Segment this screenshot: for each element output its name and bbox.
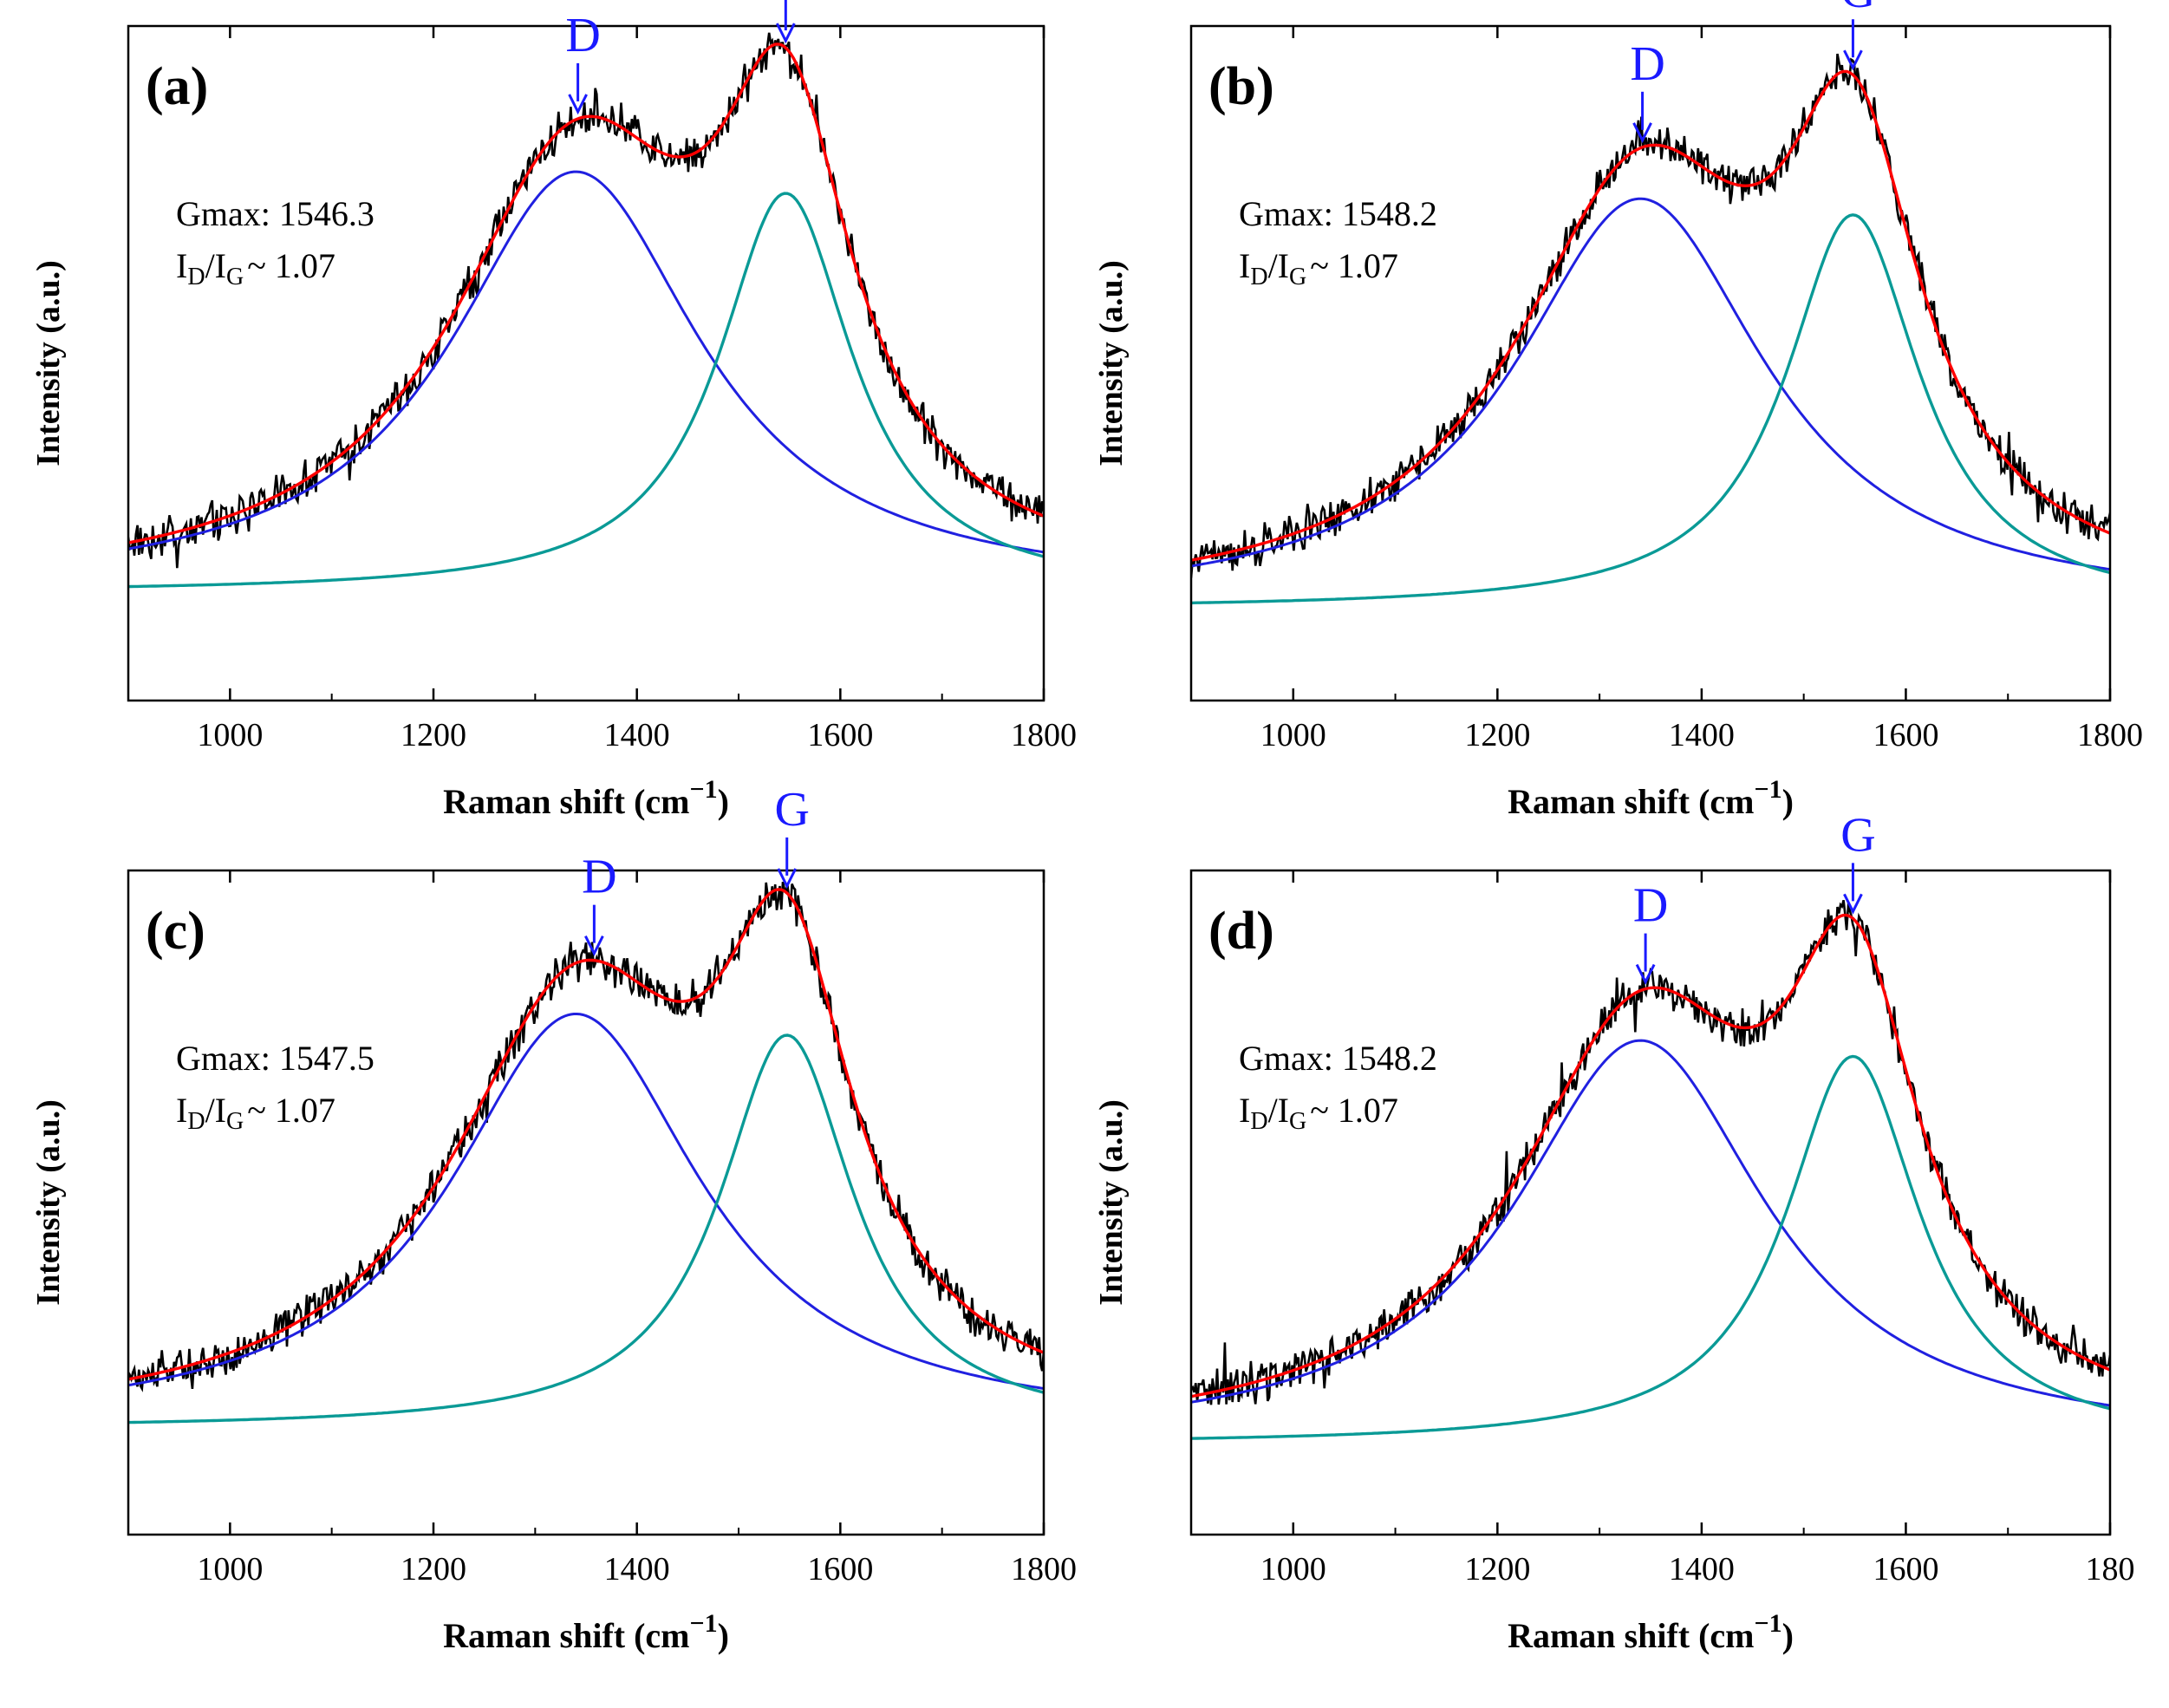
x-axis-label: Raman shift (cm−1) — [1508, 775, 1794, 821]
panel-d: 1000 1200 1400 1600 180 Raman shift (cm−1) Int… — [1093, 808, 2135, 1655]
gmax-annotation: Gmax: 1546.3 — [176, 194, 375, 233]
cumulative-fit-line — [128, 42, 1044, 544]
d-band-fit-line — [128, 1013, 1044, 1390]
x-tick-label: 180 — [2086, 1551, 2135, 1587]
gmax-annotation: Gmax: 1548.2 — [1239, 194, 1437, 233]
cumulative-fit-line — [128, 888, 1044, 1381]
x-tick-label: 1000 — [197, 1551, 263, 1587]
raw-spectrum-line — [1191, 53, 2110, 578]
plot-frame — [127, 869, 1045, 1536]
peak-label-d: D — [1633, 879, 1668, 933]
x-tick-label: 1600 — [1873, 717, 1938, 753]
peak-label-d: D — [565, 9, 600, 62]
y-axis-label: Intensity (a.u.) — [30, 1099, 67, 1306]
plot-frame — [1189, 24, 2112, 702]
x-tick-label: 1600 — [807, 1551, 873, 1587]
id-ig-ratio-annotation: ID/IG ~ 1.07 — [1239, 246, 1398, 290]
y-axis-label: Intensity (a.u.) — [1093, 260, 1130, 466]
peak-label-g: G — [1840, 0, 1875, 18]
g-band-fit-line — [128, 1033, 1044, 1424]
id-ig-ratio-annotation: ID/IG ~ 1.07 — [176, 1091, 335, 1135]
peak-label-d: D — [1630, 37, 1664, 91]
panel-label: (a) — [146, 57, 208, 116]
gmax-annotation: Gmax: 1547.5 — [176, 1039, 375, 1078]
x-tick-label: 1800 — [1011, 1551, 1077, 1587]
x-tick-label: 1000 — [1260, 717, 1326, 753]
panel-label: (d) — [1208, 902, 1274, 961]
x-tick-label: 1800 — [2077, 717, 2143, 753]
peak-arrow-head-d — [584, 935, 604, 957]
x-tick-label: 1000 — [1260, 1551, 1326, 1587]
raw-spectrum-line — [128, 32, 1044, 569]
x-axis-label: Raman shift (cm−1) — [1508, 1609, 1794, 1655]
id-ig-ratio-annotation: ID/IG ~ 1.07 — [1239, 1091, 1398, 1135]
peak-label-g: G — [775, 783, 810, 837]
x-axis-label: Raman shift (cm−1) — [443, 1609, 729, 1655]
panel-b: 1000 1200 1400 1600 1800 Raman shift (cm−1) In… — [1093, 0, 2143, 821]
peak-arrow-head-g — [775, 23, 796, 44]
x-axis-label: Raman shift (cm−1) — [443, 775, 729, 821]
cumulative-fit-line — [1191, 69, 2110, 562]
x-tick-label: 1200 — [401, 1551, 466, 1587]
x-tick-label: 1400 — [604, 1551, 670, 1587]
panel-c: 1000 1200 1400 1600 1800 Raman shift (cm−1) In… — [30, 783, 1077, 1655]
x-tick-label: 1400 — [1669, 717, 1735, 753]
panel-label: (c) — [146, 902, 205, 961]
g-band-fit-line — [1191, 1054, 2110, 1440]
cumulative-fit-line — [1191, 913, 2110, 1398]
gmax-annotation: Gmax: 1548.2 — [1239, 1039, 1437, 1078]
raw-spectrum-line — [1191, 899, 2110, 1405]
x-tick-label: 1200 — [401, 717, 466, 753]
plot-frame — [127, 24, 1045, 702]
y-axis-label: Intensity (a.u.) — [30, 260, 67, 466]
plot-frame — [1189, 869, 2112, 1536]
peak-arrow-head-g — [1843, 49, 1863, 71]
d-band-fit-line — [1191, 197, 2110, 571]
y-axis-label: Intensity (a.u.) — [1093, 1099, 1130, 1306]
x-tick-label: 1800 — [1011, 717, 1077, 753]
panel-label: (b) — [1208, 57, 1274, 116]
panel-a: 1000 1200 1400 1600 1800 Raman shift (cm−1) In… — [30, 0, 1077, 821]
peak-arrow-head-d — [568, 94, 588, 115]
g-band-fit-line — [128, 192, 1044, 589]
d-band-fit-line — [128, 170, 1044, 554]
peak-arrow-head-d — [1632, 122, 1652, 144]
x-tick-label: 1600 — [807, 717, 873, 753]
peak-arrow-head-g — [1843, 893, 1863, 915]
raw-spectrum-line — [128, 881, 1044, 1392]
peak-label-g: G — [1840, 808, 1875, 862]
x-tick-label: 1200 — [1464, 717, 1530, 753]
x-tick-label: 1200 — [1464, 1551, 1530, 1587]
peak-arrow-head-d — [1635, 963, 1656, 985]
x-tick-label: 1400 — [604, 717, 670, 753]
d-band-fit-line — [1191, 1039, 2110, 1407]
x-tick-label: 1600 — [1873, 1551, 1938, 1587]
peak-arrow-head-g — [777, 868, 798, 890]
x-tick-label: 1000 — [197, 717, 263, 753]
x-tick-label: 1400 — [1669, 1551, 1735, 1587]
g-band-fit-line — [1191, 213, 2110, 605]
id-ig-ratio-annotation: ID/IG ~ 1.07 — [176, 246, 335, 290]
peak-label-d: D — [582, 851, 616, 904]
